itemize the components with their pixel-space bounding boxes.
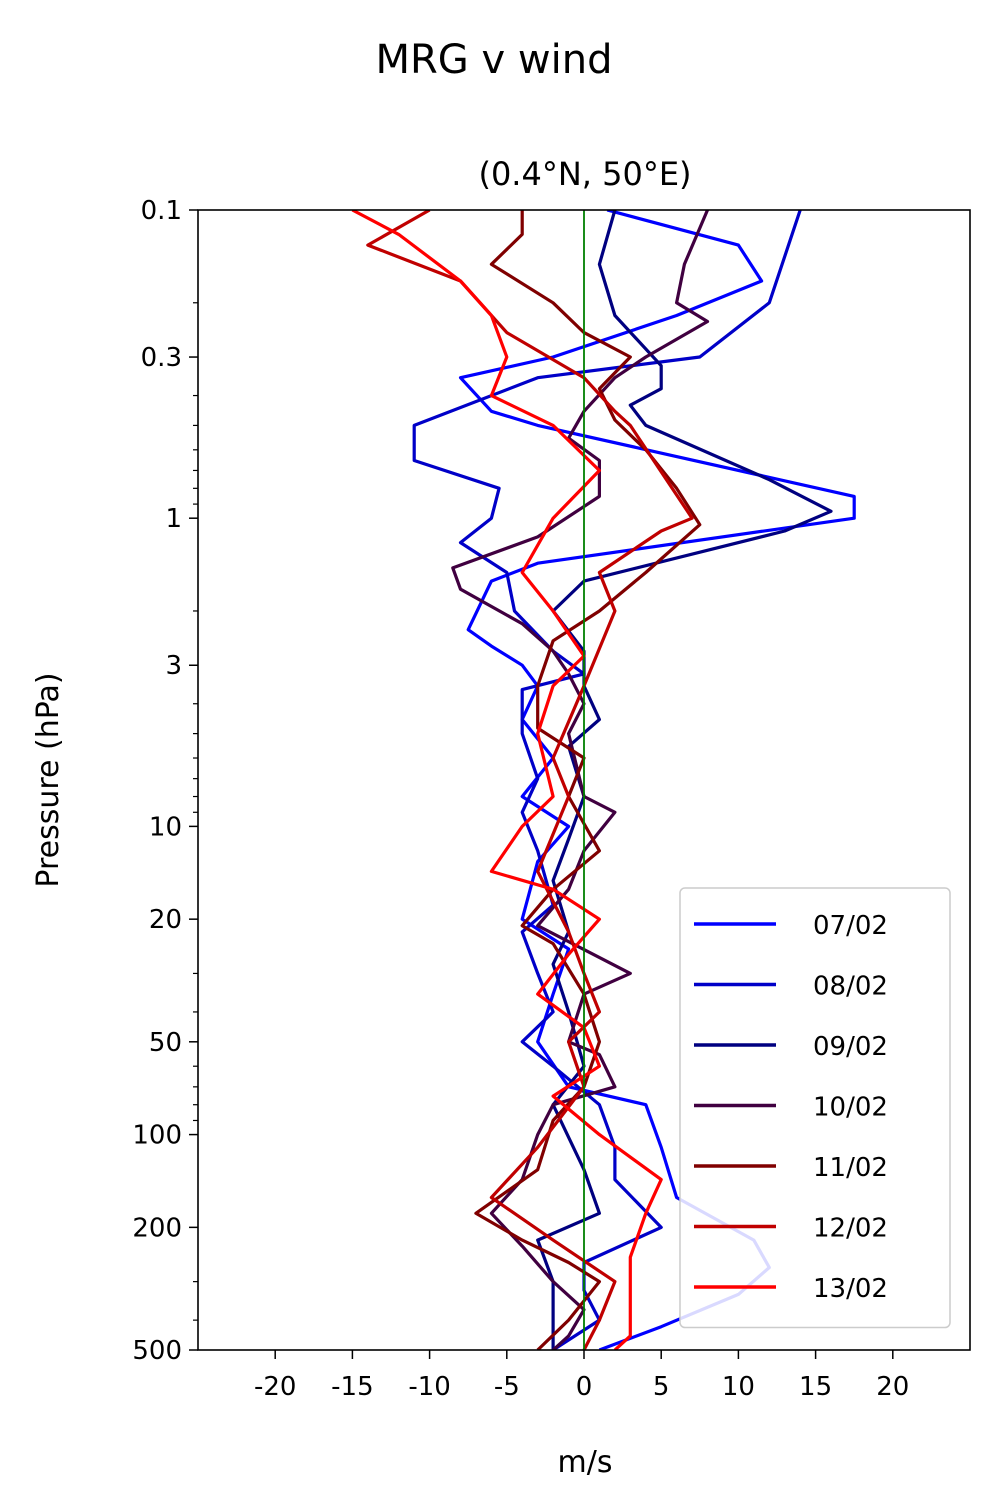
y-tick-label: 0.1: [141, 196, 182, 226]
x-tick-label: 0: [576, 1372, 593, 1402]
x-tick-label: 20: [876, 1372, 909, 1402]
figure-title: MRG v wind: [376, 37, 613, 83]
series-line-5: [366, 210, 694, 1350]
x-tick-label: -15: [331, 1372, 373, 1402]
series-line-6: [351, 210, 663, 1350]
legend-label-6: 13/02: [813, 1274, 888, 1304]
y-tick-label: 200: [132, 1213, 182, 1243]
y-tick-label: 20: [149, 905, 182, 935]
y-tick-label: 50: [149, 1028, 182, 1058]
series-line-1: [412, 210, 802, 1350]
legend-label-2: 09/02: [813, 1032, 888, 1062]
y-axis-label: Pressure (hPa): [31, 672, 66, 887]
x-tick-label: -20: [254, 1372, 296, 1402]
legend-label-5: 12/02: [813, 1214, 888, 1244]
legend-label-0: 07/02: [813, 911, 888, 941]
x-axis-label: m/s: [558, 1445, 613, 1480]
x-tick-label: 10: [722, 1372, 755, 1402]
y-tick-label: 100: [132, 1121, 182, 1151]
x-tick-label: 5: [653, 1372, 670, 1402]
legend-label-1: 08/02: [813, 972, 888, 1002]
legend-box: [679, 887, 951, 1329]
y-tick-label: 0.3: [141, 343, 182, 373]
plot-area: [351, 210, 856, 1350]
x-tick-label: -10: [408, 1372, 450, 1402]
legend-label-3: 10/02: [813, 1093, 888, 1123]
x-tick-label: 15: [799, 1372, 832, 1402]
legend: 07/02 08/02 09/02 10/02 11/02 12/02 13/02: [679, 887, 951, 1329]
x-tick-label: -5: [494, 1372, 520, 1402]
legend-label-4: 11/02: [813, 1153, 888, 1183]
y-tick-label: 10: [149, 812, 182, 842]
axes-title: (0.4°N, 50°E): [478, 155, 691, 193]
axis-ticks: -20 -15 -10 -5 0 5 10 15 20 0.1 0.3 1 3 10 20 50 100 200 5…: [132, 196, 909, 1402]
y-tick-label: 3: [165, 651, 182, 681]
plot-frame: [197, 209, 971, 1351]
y-tick-label: 1: [165, 504, 182, 534]
y-tick-label: 500: [132, 1336, 182, 1366]
